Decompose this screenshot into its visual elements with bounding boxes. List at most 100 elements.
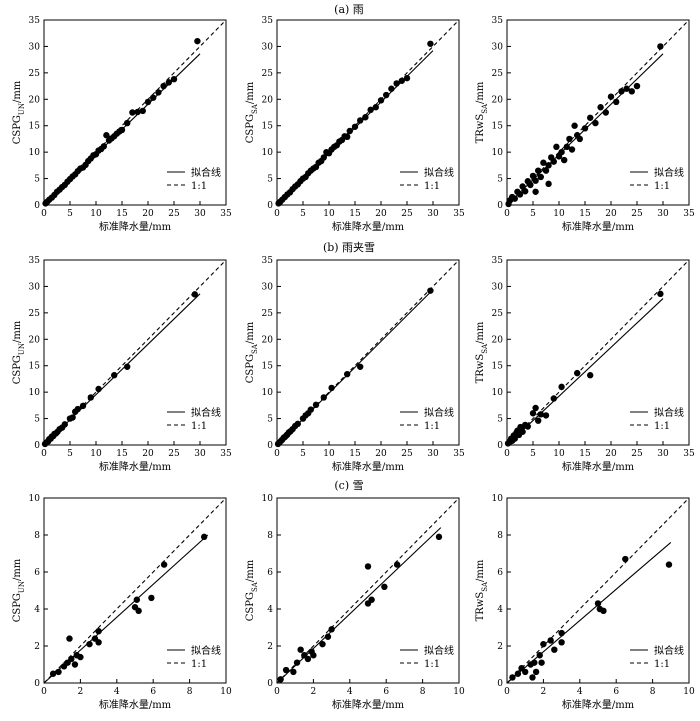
data-point xyxy=(200,533,208,541)
data-point xyxy=(568,146,576,153)
data-point xyxy=(607,93,615,100)
x-tick-label: 0 xyxy=(274,687,280,697)
data-point xyxy=(537,411,544,418)
data-point xyxy=(328,384,335,392)
scatter-panel-3: 00 5 5 10 10 15 15 20 20 25 25 30 30 35 35 标准降水量/mm TRwS… xyxy=(475,16,695,233)
data-point xyxy=(377,97,385,104)
plot-frame xyxy=(506,19,690,206)
y-tick-label: 15 xyxy=(262,122,274,132)
scatter-panel-1: 00 5 5 10 10 15 15 20 20 25 25 30 30 35 35 标准降水量/mm CSPG… xyxy=(12,16,232,233)
data-point xyxy=(346,127,353,135)
x-tick-label: 4 xyxy=(577,687,583,697)
y-tick-label: 10 xyxy=(29,148,41,158)
y-axis-label: CSPGSA/mm xyxy=(245,81,259,143)
x-tick-label: 10 xyxy=(323,209,335,219)
y-tick-label: 6 xyxy=(497,568,503,578)
y-tick-label: 15 xyxy=(29,362,41,372)
data-point xyxy=(170,76,178,83)
data-point xyxy=(362,114,369,121)
plot-frame xyxy=(276,19,460,206)
y-tick-label: 5 xyxy=(34,415,40,425)
y-tick-label: 5 xyxy=(267,415,273,425)
x-tick-label: 30 xyxy=(427,209,439,219)
plot-frame xyxy=(506,497,690,684)
data-point xyxy=(558,639,565,646)
x-tick-label: 30 xyxy=(657,449,669,459)
plot-frame xyxy=(43,19,227,206)
data-point xyxy=(535,417,542,424)
data-point xyxy=(571,122,578,129)
data-point xyxy=(540,159,547,166)
x-tick-label: 10 xyxy=(90,449,102,459)
y-tick-label: 6 xyxy=(34,568,40,578)
y-tick-label: 4 xyxy=(497,605,503,615)
data-point xyxy=(587,114,594,121)
legend-fit-label: 拟合线 xyxy=(191,166,221,179)
y-tick-label: 15 xyxy=(492,122,504,132)
legend-fit-label: 拟合线 xyxy=(424,406,454,419)
data-point xyxy=(657,290,664,298)
x-tick-label: 20 xyxy=(142,449,154,459)
x-tick-label: 10 xyxy=(553,449,565,459)
data-point xyxy=(66,635,73,642)
y-tick-label: 20 xyxy=(262,95,274,105)
y-tick-label: 4 xyxy=(34,605,40,615)
data-point xyxy=(581,125,589,132)
data-point xyxy=(165,79,172,86)
x-tick-label: 20 xyxy=(375,209,387,219)
y-tick-label: 0 xyxy=(267,679,273,689)
x-tick-label: 15 xyxy=(579,449,591,459)
y-tick-label: 35 xyxy=(492,256,504,266)
data-point xyxy=(519,428,526,435)
y-tick-label: 0 xyxy=(34,679,40,689)
data-point xyxy=(364,563,372,570)
data-point xyxy=(576,135,583,143)
data-point xyxy=(160,82,167,90)
data-point xyxy=(351,123,359,130)
legend-fit-label: 拟合线 xyxy=(654,644,684,657)
x-tick-label: 5 xyxy=(530,209,536,219)
data-point xyxy=(551,646,558,653)
y-axis-label: CSPGUN/mm xyxy=(12,80,26,144)
y-tick-label: 10 xyxy=(262,388,274,398)
x-tick-label: 0 xyxy=(274,449,280,459)
one-to-one-line xyxy=(506,497,690,684)
plot-frame xyxy=(43,259,227,446)
data-point xyxy=(134,108,141,116)
data-point xyxy=(133,596,141,603)
x-tick-label: 8 xyxy=(650,687,656,697)
y-tick-label: 0 xyxy=(497,441,503,451)
data-point xyxy=(74,405,82,413)
x-tick-label: 30 xyxy=(194,209,206,219)
data-point xyxy=(519,183,526,190)
y-tick-label: 0 xyxy=(267,441,273,451)
x-tick-label: 6 xyxy=(383,687,389,697)
data-point xyxy=(357,363,364,370)
x-tick-label: 30 xyxy=(194,449,206,459)
data-point xyxy=(55,668,62,676)
data-point xyxy=(511,195,518,202)
data-point xyxy=(531,659,538,666)
x-tick-label: 30 xyxy=(427,449,439,459)
data-point xyxy=(79,402,87,410)
fit-line xyxy=(276,289,434,446)
y-tick-label: 30 xyxy=(492,42,504,52)
scatter-panel-2: 00 5 5 10 10 15 15 20 20 25 25 30 30 35 35 标准降水量/mm CSPG… xyxy=(245,16,465,233)
data-point xyxy=(509,674,516,681)
data-point xyxy=(150,94,157,101)
x-tick-label: 35 xyxy=(453,449,465,459)
y-tick-label: 5 xyxy=(267,175,273,185)
data-point xyxy=(597,104,604,111)
data-point xyxy=(68,655,75,663)
y-tick-label: 30 xyxy=(262,282,274,292)
legend-one-to-one-label: 1:1 xyxy=(191,659,207,670)
data-point xyxy=(529,674,536,681)
x-tick-label: 30 xyxy=(657,209,669,219)
x-tick-label: 0 xyxy=(41,687,47,697)
data-point xyxy=(618,88,625,95)
x-tick-label: 5 xyxy=(67,209,73,219)
y-axis-label: CSPGSA/mm xyxy=(245,559,259,621)
x-tick-label: 8 xyxy=(187,687,193,697)
data-point xyxy=(124,363,131,370)
x-tick-label: 15 xyxy=(349,449,361,459)
